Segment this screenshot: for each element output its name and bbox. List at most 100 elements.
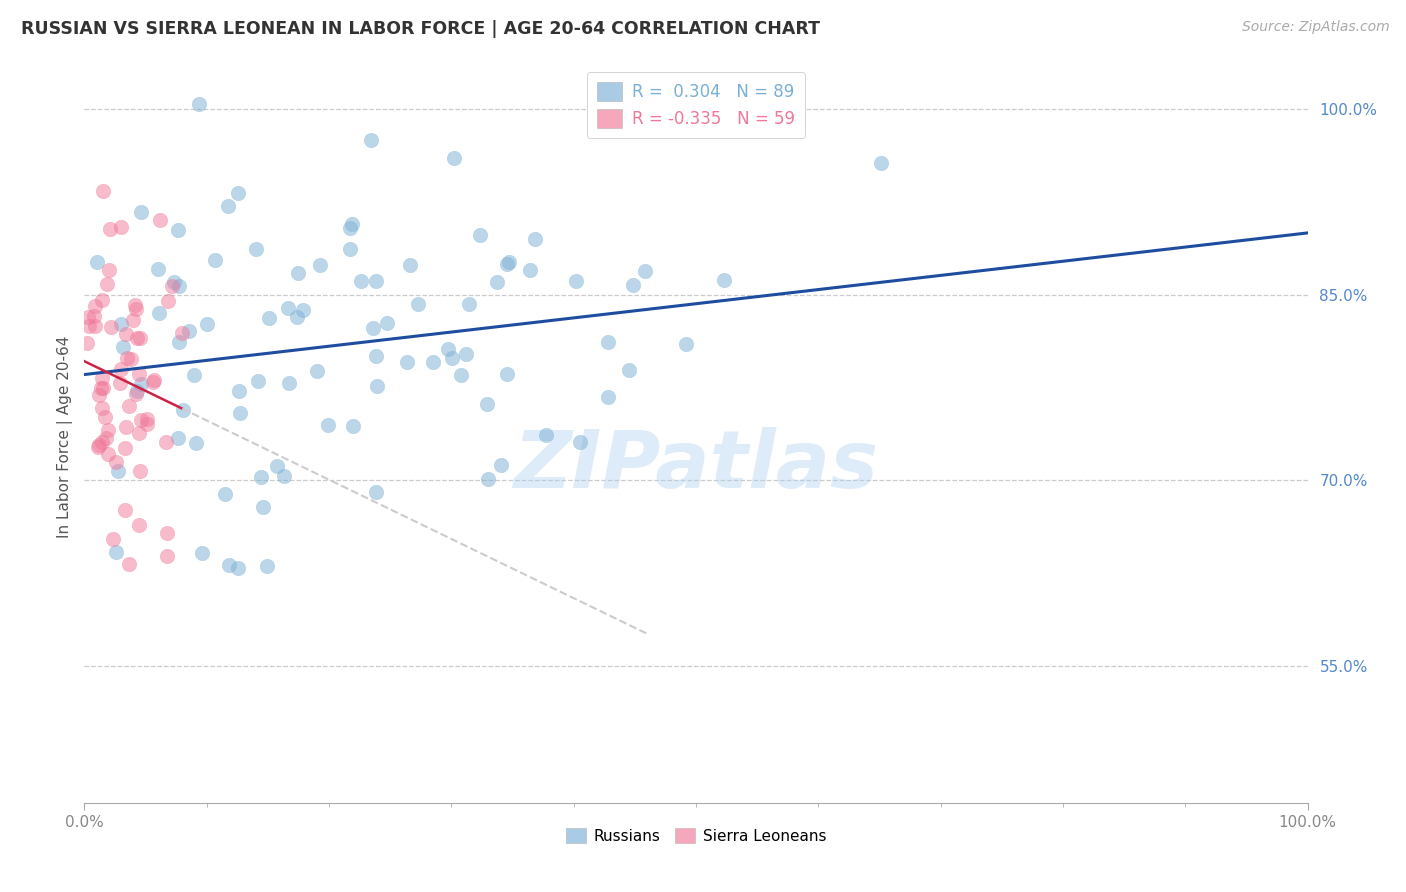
Russians (305, 364, 328, 378)
Sierra Leoneans (90, 370, 112, 384)
Sierra Leoneans (93, 381, 115, 395)
Russians (148, 306, 170, 320)
Russians (167, 431, 190, 445)
Sierra Leoneans (114, 441, 136, 455)
Sierra Leoneans (90, 434, 112, 449)
Sierra Leoneans (143, 373, 166, 387)
Russians (129, 205, 152, 219)
Russians (257, 310, 280, 325)
Russians (406, 297, 429, 311)
Sierra Leoneans (83, 318, 105, 333)
Text: ZIPatlas: ZIPatlas (513, 427, 879, 506)
Russians (375, 316, 398, 330)
Russians (441, 351, 464, 365)
Russians (569, 435, 592, 450)
Sierra Leoneans (114, 420, 136, 434)
Russians (112, 340, 135, 354)
Sierra Leoneans (83, 309, 105, 323)
Sierra Leoneans (90, 293, 112, 308)
Russians (342, 418, 364, 433)
Russians (713, 273, 735, 287)
Sierra Leoneans (160, 279, 183, 293)
Sierra Leoneans (87, 388, 110, 402)
Russians (266, 458, 288, 473)
Russians (287, 266, 309, 280)
Russians (125, 384, 148, 399)
Russians (565, 274, 588, 288)
Russians (534, 428, 557, 442)
Russians (177, 324, 200, 338)
Russians (339, 220, 361, 235)
Russians (675, 336, 697, 351)
Russians (443, 151, 465, 165)
Russians (342, 217, 364, 231)
Russians (468, 227, 491, 242)
Russians (214, 487, 236, 501)
Russians (477, 472, 499, 486)
Sierra Leoneans (100, 319, 122, 334)
Sierra Leoneans (128, 464, 150, 478)
Russians (496, 368, 519, 382)
Russians (278, 376, 301, 390)
Russians (621, 278, 644, 293)
Text: RUSSIAN VS SIERRA LEONEAN IN LABOR FORCE | AGE 20-64 CORRELATION CHART: RUSSIAN VS SIERRA LEONEAN IN LABOR FORCE… (21, 20, 820, 37)
Sierra Leoneans (90, 381, 112, 395)
Russians (256, 559, 278, 574)
Russians (617, 363, 640, 377)
Sierra Leoneans (142, 376, 165, 390)
Russians (183, 368, 205, 382)
Russians (166, 223, 188, 237)
Sierra Leoneans (98, 263, 121, 277)
Y-axis label: In Labor Force | Age 20-64: In Labor Force | Age 20-64 (58, 336, 73, 538)
Russians (422, 354, 444, 368)
Russians (167, 334, 190, 349)
Russians (292, 303, 315, 318)
Russians (598, 334, 620, 349)
Sierra Leoneans (114, 503, 136, 517)
Sierra Leoneans (115, 351, 138, 366)
Sierra Leoneans (120, 351, 142, 366)
Sierra Leoneans (94, 409, 117, 424)
Sierra Leoneans (118, 557, 141, 571)
Sierra Leoneans (101, 532, 124, 546)
Russians (491, 458, 513, 473)
Sierra Leoneans (128, 426, 150, 441)
Russians (226, 186, 249, 200)
Russians (146, 262, 169, 277)
Sierra Leoneans (104, 455, 127, 469)
Russians (245, 243, 267, 257)
Russians (204, 253, 226, 268)
Sierra Leoneans (172, 326, 194, 341)
Sierra Leoneans (135, 411, 157, 425)
Russians (131, 376, 153, 391)
Sierra Leoneans (125, 331, 148, 345)
Sierra Leoneans (96, 277, 118, 292)
Russians (187, 96, 209, 111)
Sierra Leoneans (156, 525, 179, 540)
Sierra Leoneans (122, 312, 145, 326)
Russians (524, 232, 547, 246)
Russians (361, 321, 384, 335)
Legend: Russians, Sierra Leoneans: Russians, Sierra Leoneans (560, 822, 832, 850)
Russians (104, 545, 127, 559)
Russians (228, 384, 250, 398)
Russians (498, 255, 520, 269)
Russians (457, 297, 479, 311)
Sierra Leoneans (94, 431, 117, 445)
Sierra Leoneans (87, 438, 110, 452)
Russians (596, 390, 619, 404)
Sierra Leoneans (108, 376, 131, 390)
Sierra Leoneans (77, 310, 100, 325)
Russians (396, 355, 419, 369)
Sierra Leoneans (125, 387, 148, 401)
Russians (172, 402, 194, 417)
Russians (350, 274, 373, 288)
Russians (360, 133, 382, 147)
Sierra Leoneans (76, 335, 98, 350)
Sierra Leoneans (156, 549, 179, 563)
Sierra Leoneans (91, 401, 114, 415)
Sierra Leoneans (114, 326, 136, 341)
Russians (364, 349, 387, 363)
Russians (519, 263, 541, 277)
Russians (273, 469, 295, 483)
